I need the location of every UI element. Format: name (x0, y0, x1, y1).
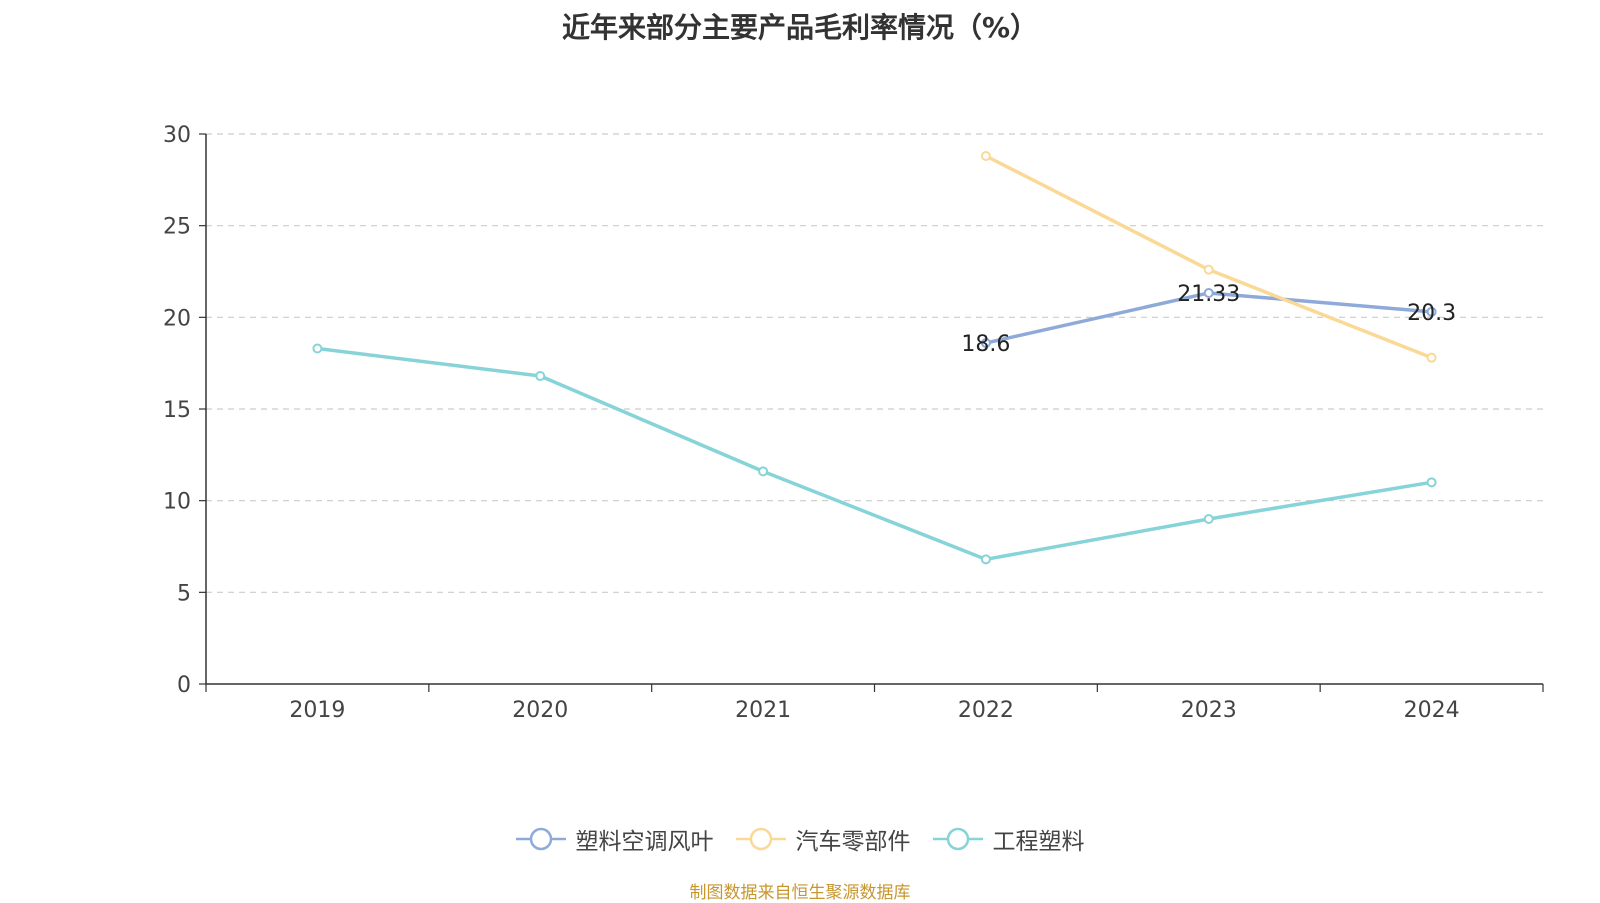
x-tick-label: 2022 (958, 698, 1014, 723)
y-tick-label: 20 (163, 306, 191, 331)
x-tick-label: 2020 (512, 698, 568, 723)
y-tick-label: 10 (163, 490, 191, 515)
data-label: 18.6 (961, 332, 1010, 357)
data-point (535, 371, 546, 381)
legend-marker-circle (749, 827, 772, 851)
legend-label: 塑料空调风叶 (575, 829, 714, 855)
data-point (1426, 306, 1437, 317)
legend-marker-circle (946, 827, 969, 851)
legend-marker-icon (515, 827, 566, 851)
data-point (980, 151, 991, 161)
y-tick-label: 5 (177, 581, 191, 606)
data-label: 20.3 (1407, 301, 1456, 326)
chart-title: 近年来部分主要产品毛利率情况（%） (561, 11, 1039, 44)
legend-item[interactable]: 工程塑料 (932, 822, 1085, 856)
data-label: 21.33 (1177, 282, 1240, 307)
x-tick-label: 2024 (1404, 698, 1460, 723)
y-tick-label: 30 (163, 123, 191, 148)
data-point (1426, 352, 1437, 363)
x-tick-label: 2023 (1181, 698, 1237, 723)
data-point (312, 343, 323, 354)
legend-item[interactable]: 汽车零部件 (735, 822, 911, 856)
y-tick-label: 25 (163, 215, 191, 240)
data-point (1203, 287, 1214, 298)
y-tick-label: 15 (163, 398, 191, 423)
legend-item[interactable]: 塑料空调风叶 (515, 822, 714, 856)
axes: 0 5 10 15 20 25 30 2019 2020 2021 2022 2023 2024 (163, 123, 1544, 723)
gridlines (206, 133, 1543, 593)
x-tick-label: 2021 (735, 698, 791, 723)
x-tick-label: 2019 (289, 698, 345, 723)
legend: 塑料空调风叶 汽车零部件 工程塑料 (0, 822, 1600, 856)
source-note: 制图数据来自恒生聚源数据库 (689, 883, 911, 903)
data-point (1203, 264, 1214, 275)
data-point (1426, 477, 1437, 488)
legend-label: 汽车零部件 (795, 829, 911, 855)
data-point (980, 338, 991, 348)
series-lines (312, 151, 1437, 565)
data-point (1203, 514, 1214, 524)
series-line (315, 346, 1434, 562)
data-labels: 18.6 21.33 20.3 (961, 282, 1456, 357)
legend-label: 工程塑料 (992, 829, 1085, 855)
data-point (980, 554, 991, 565)
legend-marker-circle (529, 827, 552, 851)
data-point (758, 466, 769, 477)
legend-marker-icon (932, 827, 983, 851)
y-tick-label: 0 (177, 673, 191, 698)
legend-marker-icon (735, 827, 786, 851)
